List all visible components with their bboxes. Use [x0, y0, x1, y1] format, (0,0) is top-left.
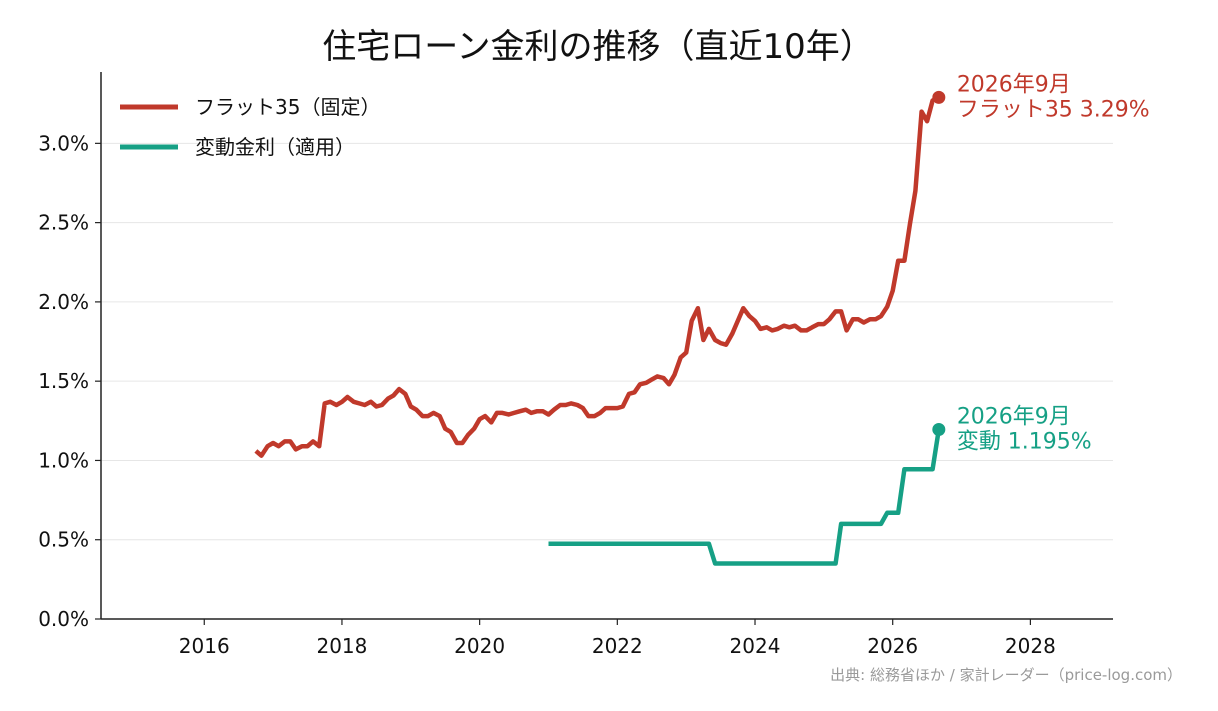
axes	[100, 72, 1113, 620]
legend-label-variable: 変動金利（適用）	[195, 135, 355, 159]
variable-rate-end-label: 変動 1.195%	[957, 430, 1092, 455]
fixed-rate-end-label: フラット35 3.29%	[957, 97, 1150, 122]
ticks: 0.0% 0.5% 1.0% 1.5% 2.0% 2.5% 3.0% 2016 2018 2020…	[38, 131, 1056, 658]
x-tick-label: 2020	[454, 634, 505, 658]
x-tick-label: 2022	[592, 634, 643, 658]
fixed-rate-end-point	[932, 90, 946, 104]
y-tick-label: 1.5%	[38, 369, 89, 393]
variable-rate-line	[548, 429, 942, 566]
x-tick-label: 2024	[730, 634, 781, 658]
y-tick-label: 2.0%	[38, 290, 89, 314]
x-tick-label: 2028	[1005, 634, 1056, 658]
variable-rate-end-label: 2026年9月	[957, 405, 1071, 430]
series	[254, 95, 942, 566]
x-tick-label: 2018	[316, 634, 367, 658]
y-tick-label: 2.5%	[38, 211, 89, 235]
y-tick-label: 0.5%	[38, 528, 89, 552]
y-tick-label: 0.0%	[38, 607, 89, 631]
gridlines	[101, 142, 1113, 541]
y-tick-label: 3.0%	[38, 131, 89, 155]
chart-title: 住宅ローン金利の推移（直近10年）	[322, 27, 874, 67]
variable-rate-end-point	[932, 423, 946, 437]
source-note: 出典: 総務省ほか / 家計レーダー（price-log.com）	[830, 666, 1182, 684]
x-tick-label: 2016	[179, 634, 230, 658]
fixed-rate-end-label: 2026年9月	[957, 72, 1071, 97]
legend-label-fixed: フラット35（固定）	[195, 95, 380, 119]
y-tick-label: 1.0%	[38, 448, 89, 472]
legend: フラット35（固定） 変動金利（適用）	[120, 95, 380, 159]
fixed-rate-line	[254, 95, 940, 458]
x-tick-label: 2026	[867, 634, 918, 658]
